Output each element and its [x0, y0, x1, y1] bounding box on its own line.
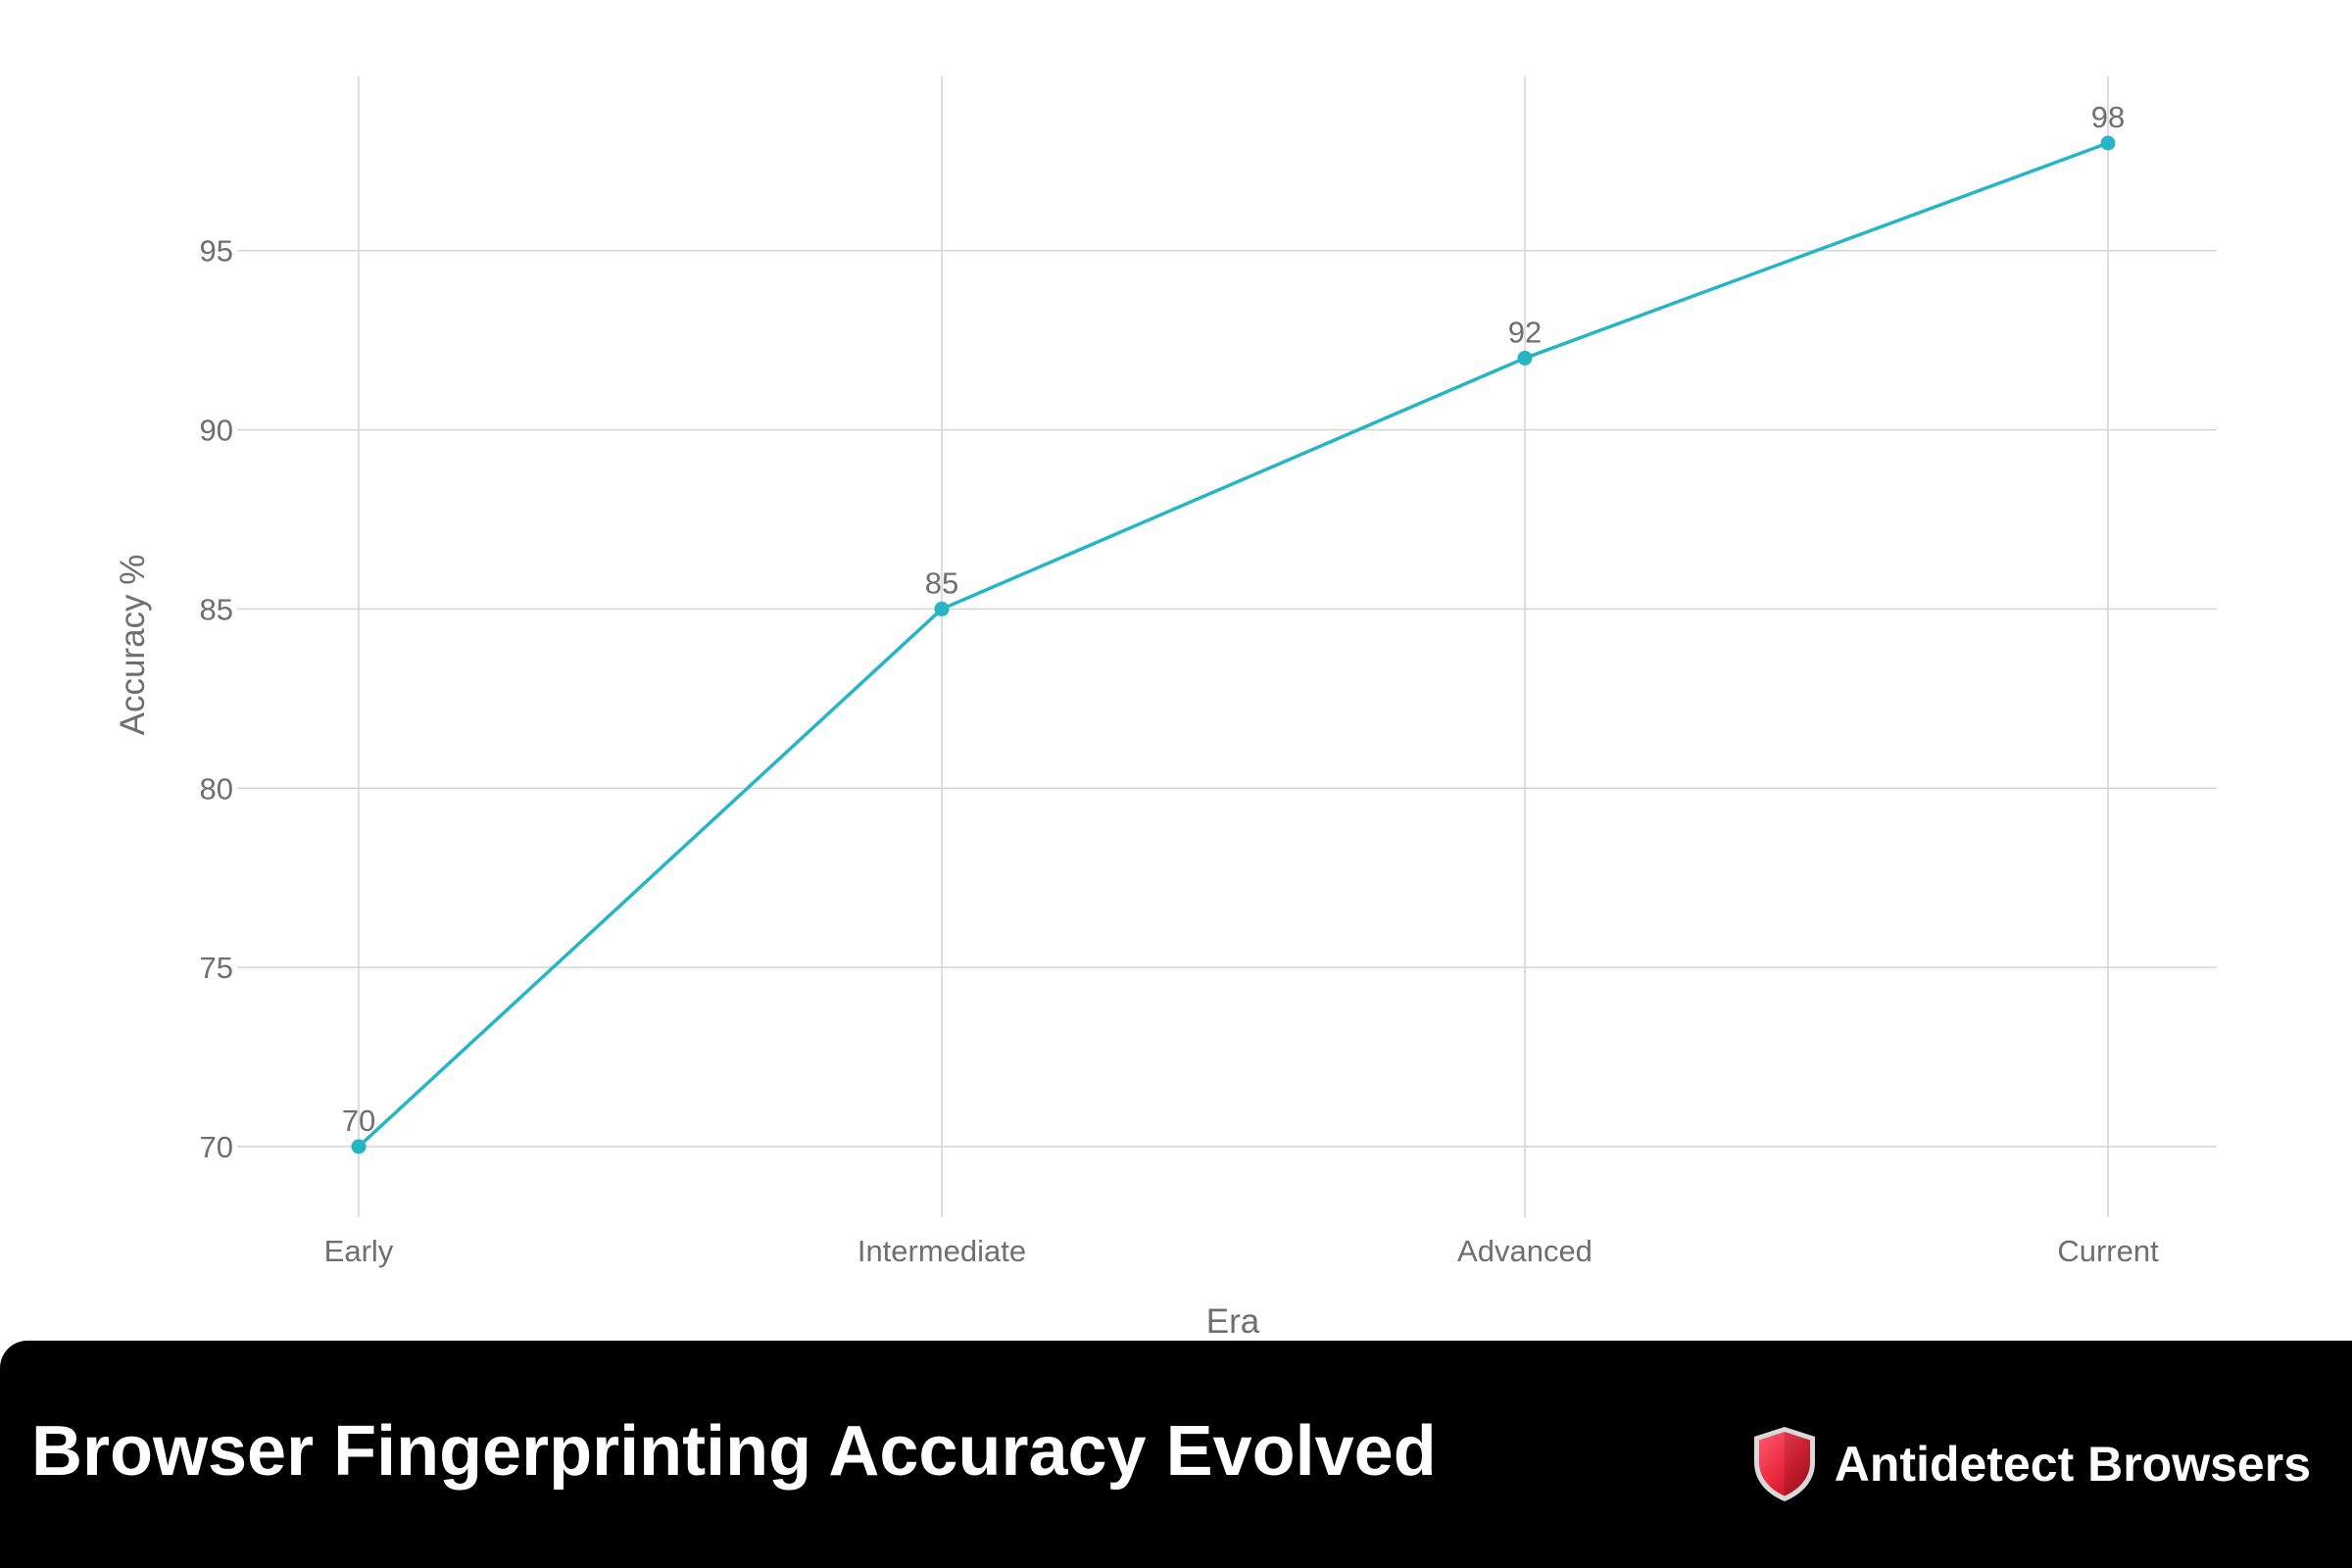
- grid: [237, 76, 2217, 1217]
- y-tick-label: 95: [200, 234, 233, 269]
- brand: Antidetect Browsers: [1750, 1425, 2311, 1503]
- y-tick-label: 75: [200, 951, 233, 985]
- series-line: [357, 141, 2109, 1149]
- data-point: [1517, 350, 1533, 366]
- data-label: 92: [1508, 315, 1542, 349]
- line-chart: 70 85 92 98 Early Intermediate Advanced Curren…: [114, 76, 2217, 1341]
- x-tick-label: Current: [2057, 1234, 2159, 1268]
- y-tick-label: 85: [200, 592, 233, 626]
- y-axis-title: Accuracy %: [114, 555, 152, 736]
- x-axis-title: Era: [1206, 1302, 1260, 1341]
- shield-icon: [1753, 1427, 1815, 1501]
- data-points: [351, 135, 2116, 1154]
- y-tick-label: 90: [200, 414, 233, 448]
- data-labels: 70 85 92 98: [342, 100, 2125, 1138]
- y-axis-ticks: 70 75 80 85 90 95: [200, 234, 233, 1164]
- x-tick-label: Early: [324, 1234, 394, 1268]
- x-axis-ticks: Early Intermediate Advanced Current: [324, 1234, 2159, 1268]
- x-tick-label: Advanced: [1457, 1234, 1592, 1268]
- x-tick-label: Intermediate: [858, 1234, 1026, 1268]
- data-label: 85: [925, 565, 958, 600]
- chart-area: 70 85 92 98 Early Intermediate Advanced Curren…: [114, 76, 2217, 1341]
- data-label: 98: [2091, 100, 2125, 134]
- y-tick-label: 80: [200, 771, 233, 806]
- series-line-group: [357, 141, 2109, 1149]
- footer-title: Browser Fingerprinting Accuracy Evolved: [31, 1412, 1437, 1491]
- footer-banner: Browser Fingerprinting Accuracy Evolved …: [0, 1341, 2352, 1568]
- data-point: [351, 1139, 367, 1154]
- data-label: 70: [342, 1103, 375, 1138]
- data-point: [934, 601, 950, 616]
- data-point: [2100, 135, 2116, 151]
- brand-name: Antidetect Browsers: [1834, 1437, 2311, 1492]
- y-tick-label: 70: [200, 1130, 233, 1164]
